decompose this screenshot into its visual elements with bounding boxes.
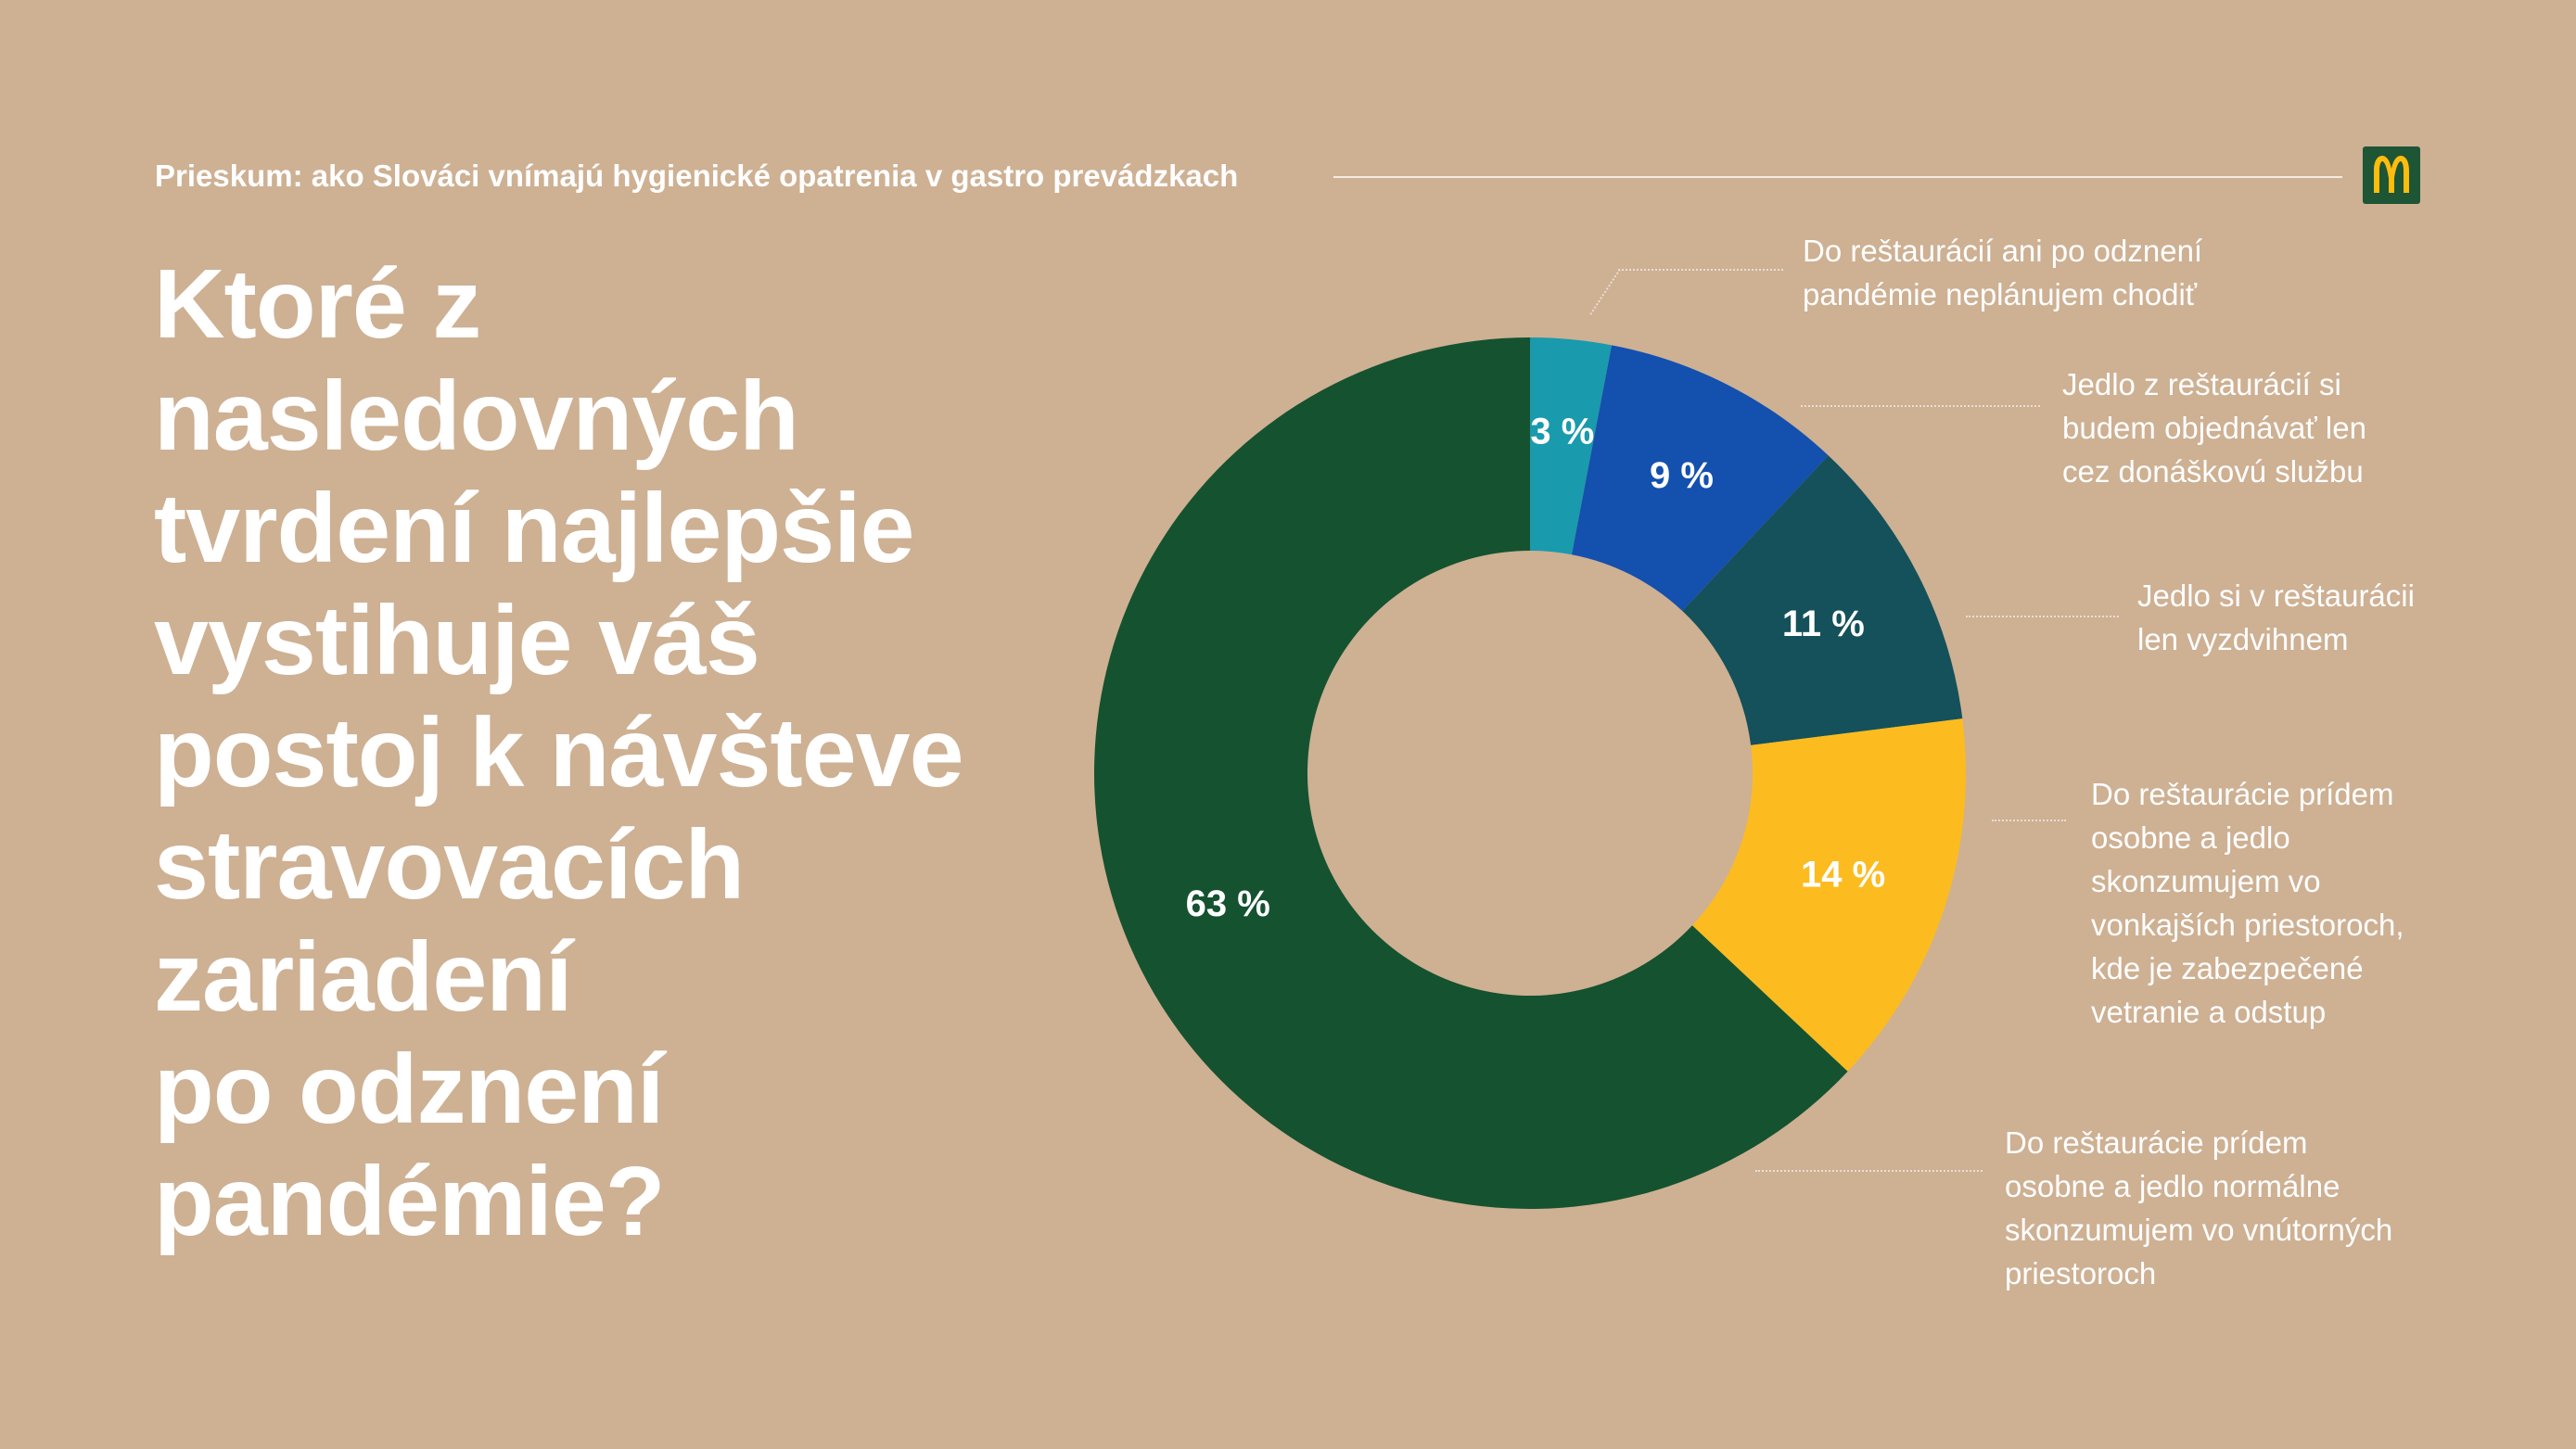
legend-label-slice-2: Jedlo z reštaurácií si budem objednávať … — [2062, 362, 2366, 493]
legend-line: Jedlo si v reštaurácii — [2137, 578, 2415, 613]
legend-line: Jedlo z reštaurácií si — [2062, 367, 2341, 401]
leader-line-slice-2 — [1801, 405, 2040, 407]
legend-line: skonzumujem vo — [2091, 864, 2321, 898]
question-line: Ktoré z — [154, 249, 481, 359]
donut-slice-4 — [1691, 718, 1966, 1072]
leader-line-slice-4 — [1992, 820, 2066, 821]
legend-line: Do reštaurácií ani po odznení — [1803, 234, 2203, 268]
leader-line-slice-3 — [1966, 616, 2119, 617]
legend-line: budem objednávať len — [2062, 411, 2366, 445]
data-label-slice-3: 11 % — [1782, 604, 1865, 644]
legend-line: Do reštaurácie prídem — [2091, 777, 2394, 811]
data-label-slice-1: 3 % — [1530, 412, 1594, 452]
legend-line: Do reštaurácie prídem — [2005, 1125, 2308, 1160]
legend-label-slice-1: Do reštaurácií ani po odznení pandémie n… — [1803, 229, 2202, 316]
question-line: stravovacích — [154, 810, 745, 920]
legend-line: kde je zabezpečené — [2091, 951, 2364, 985]
legend-label-slice-5: Do reštaurácie prídem osobne a jedlo nor… — [2005, 1121, 2392, 1295]
legend-line: priestoroch — [2005, 1256, 2157, 1290]
legend-line: cez donáškovú službu — [2062, 454, 2364, 489]
leader-line-slice-1 — [1618, 269, 1783, 271]
leader-line-slice-5 — [1755, 1170, 1983, 1172]
survey-title: Prieskum: ako Slováci vnímajú hygienické… — [155, 159, 1239, 193]
legend-line: vetranie a odstup — [2091, 995, 2327, 1029]
legend-line: osobne a jedlo — [2091, 820, 2290, 855]
question-line: tvrdení najlepšie — [154, 474, 915, 583]
question-line: pandémie? — [154, 1147, 666, 1256]
donut-slice-1 — [1530, 337, 1613, 555]
legend-line: vonkajších priestoroch, — [2091, 908, 2404, 942]
golden-arches-logo-icon-graphic — [2374, 156, 2409, 193]
donut-slice-5 — [1093, 337, 1848, 1209]
question-heading: Ktoré z nasledovných tvrdení najlepšie v… — [154, 248, 1081, 1258]
legend-line: pandémie neplánujem chodiť — [1803, 277, 2198, 311]
question-line: postoj k návšteve — [154, 698, 964, 807]
legend-label-slice-4: Do reštaurácie prídem osobne a jedlo sko… — [2091, 772, 2404, 1034]
question-line: zariadení — [154, 922, 573, 1032]
question-line: vystihuje váš — [154, 586, 760, 695]
data-label-slice-5: 63 % — [1186, 883, 1270, 924]
data-label-slice-4: 14 % — [1801, 855, 1885, 896]
header-divider — [1333, 176, 2342, 178]
donut-slice-2 — [1571, 345, 1829, 612]
golden-arches-logo-icon — [2363, 146, 2420, 204]
legend-line: osobne a jedlo normálne — [2005, 1169, 2340, 1203]
legend-line: skonzumujem vo vnútorných — [2005, 1213, 2393, 1247]
question-line: nasledovných — [154, 362, 799, 471]
data-label-slice-2: 9 % — [1650, 455, 1714, 496]
question-line: po odznení — [154, 1035, 664, 1144]
legend-label-slice-3: Jedlo si v reštaurácii len vyzdvihnem — [2137, 574, 2415, 661]
donut-slice-3 — [1682, 455, 1963, 745]
legend-line: len vyzdvihnem — [2137, 622, 2349, 656]
